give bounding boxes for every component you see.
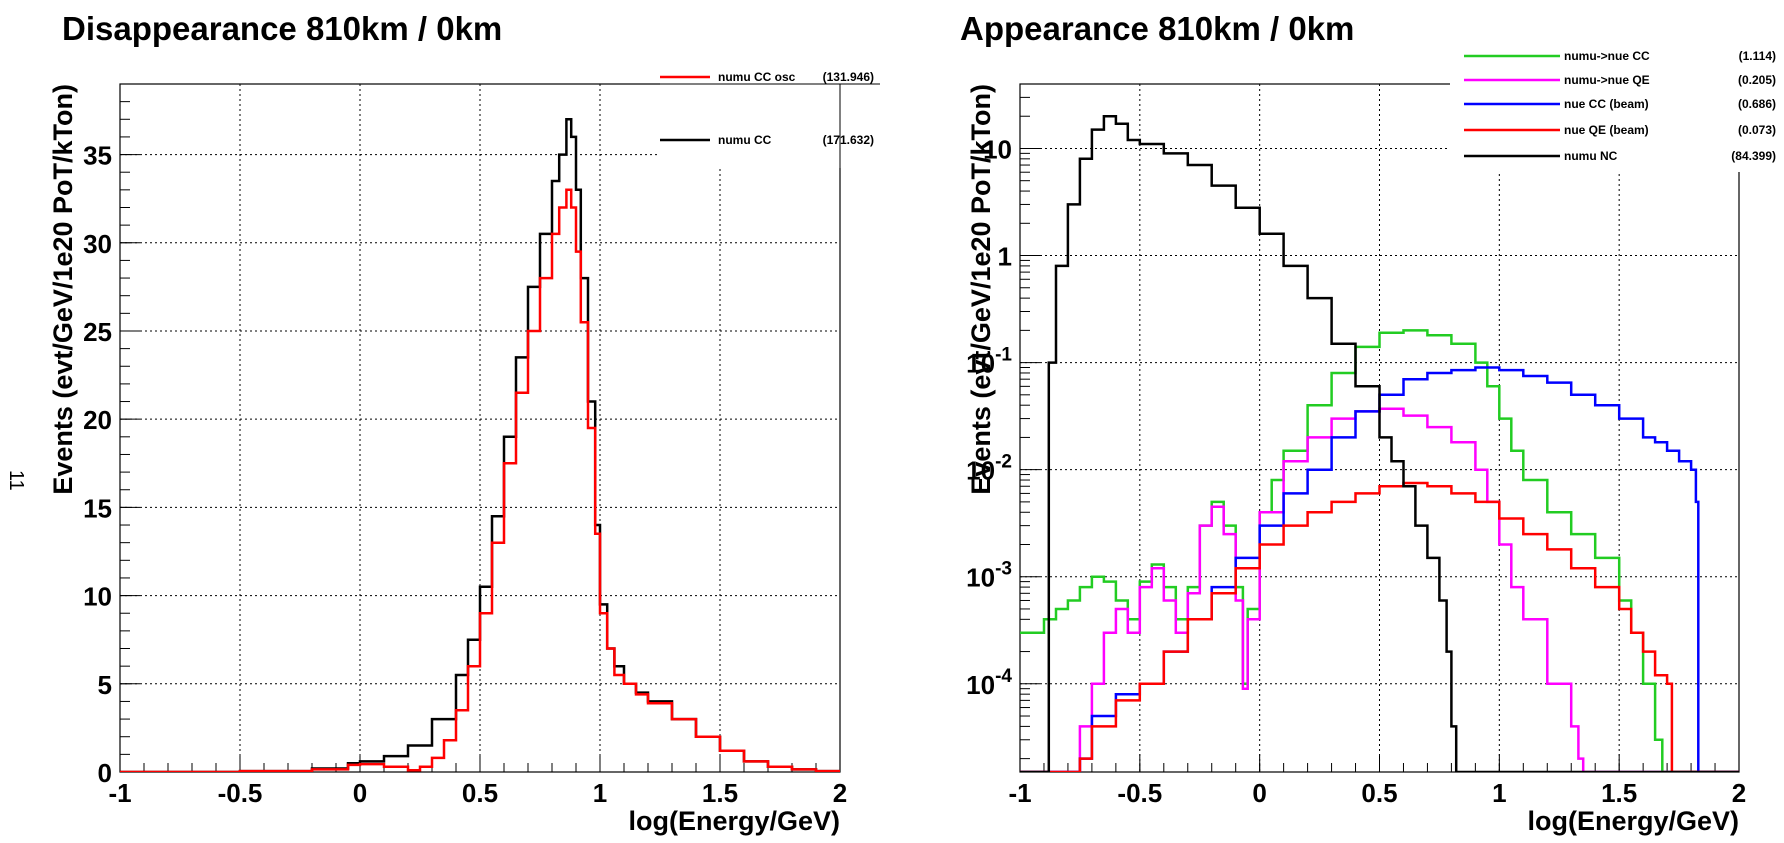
legend-value: (0.205) — [1738, 73, 1776, 87]
y-tick-label: 25 — [83, 317, 112, 347]
y-tick-base: 10 — [966, 563, 995, 593]
x-tick-label: -1 — [1008, 778, 1031, 808]
y-tick-exponent: -4 — [995, 666, 1012, 687]
x-tick-label: 1.5 — [702, 778, 738, 808]
appearance-panel: Appearance 810km / 0km-1 -0.5 0 0.5 1 1.5 210-… — [960, 10, 1781, 836]
legend-label: numu->nue QE — [1564, 73, 1650, 87]
legend-label: numu CC osc — [718, 70, 796, 84]
plot-frame — [119, 83, 841, 773]
legend-value: (0.686) — [1738, 97, 1776, 111]
legend-box — [1450, 40, 1781, 172]
y-tick-exponent: -1 — [995, 345, 1012, 366]
x-tick-label: 0.5 — [462, 778, 498, 808]
y-tick-base: 10 — [983, 134, 1012, 164]
y-tick-label: 5 — [98, 670, 112, 700]
x-tick-label: 0 — [1252, 778, 1266, 808]
x-tick-label: 1 — [1492, 778, 1506, 808]
y-tick-label: 10 — [83, 582, 112, 612]
y-tick-label: 0 — [98, 758, 112, 788]
y-axis-title: Events (evt/GeV/1e20 PoT/kTon) — [48, 84, 78, 495]
x-axis-title: log(Energy/GeV) — [1527, 806, 1739, 836]
legend-value: (1.114) — [1739, 49, 1776, 63]
series-line-numu-cc-osc — [120, 188, 840, 772]
x-tick-label: 2 — [1732, 778, 1746, 808]
series-line-numu-nc — [1020, 114, 1739, 772]
x-tick-label: 1 — [593, 778, 607, 808]
y-tick-label: 10-2 — [966, 452, 1012, 486]
x-tick-label: -0.5 — [218, 778, 263, 808]
y-tick-label: 10 — [983, 134, 1012, 164]
y-tick-exponent: -3 — [995, 559, 1012, 580]
y-tick-label: 30 — [83, 229, 112, 259]
x-tick-label: -1 — [108, 778, 131, 808]
y-tick-base: 10 — [966, 670, 995, 700]
y-tick-label: 1 — [998, 242, 1012, 272]
x-axis-title: log(Energy/GeV) — [628, 806, 840, 836]
legend-label: nue CC (beam) — [1564, 97, 1649, 111]
legend-label: nue QE (beam) — [1564, 123, 1649, 137]
chart-title: Disappearance 810km / 0km — [62, 10, 502, 47]
y-tick-label: 10-1 — [966, 345, 1012, 379]
y-axis-title: Events (evt/GeV/1e20 PoT/kTon) — [966, 84, 996, 495]
x-tick-label: -0.5 — [1117, 778, 1162, 808]
legend-label: numu NC — [1564, 149, 1618, 163]
y-tick-base: 1 — [998, 242, 1012, 272]
y-tick-exponent: -2 — [995, 452, 1012, 473]
page-margin-mark: 11 — [5, 470, 27, 491]
legend-value: (84.399) — [1731, 149, 1776, 163]
y-tick-label: 15 — [83, 493, 112, 523]
x-tick-label: 1.5 — [1601, 778, 1637, 808]
y-tick-base: 10 — [966, 456, 995, 486]
legend-value: (171.632) — [823, 133, 874, 147]
legend-label: numu->nue CC — [1564, 49, 1650, 63]
y-tick-label: 35 — [83, 141, 112, 171]
x-tick-label: 0.5 — [1361, 778, 1397, 808]
legend-value: (0.073) — [1738, 123, 1776, 137]
y-tick-label: 20 — [83, 405, 112, 435]
y-tick-label: 10-4 — [966, 666, 1012, 700]
legend-value: (131.946) — [823, 70, 874, 84]
chart-title: Appearance 810km / 0km — [960, 10, 1354, 47]
y-tick-base: 10 — [966, 349, 995, 379]
disappearance-panel: Disappearance 810km / 0km -1 -0.5 0 0.5 1 1.5 2… — [48, 10, 880, 836]
y-tick-label: 10-3 — [966, 559, 1012, 593]
legend-label: numu CC — [718, 133, 772, 147]
x-tick-label: 2 — [833, 778, 847, 808]
x-tick-label: 0 — [353, 778, 367, 808]
